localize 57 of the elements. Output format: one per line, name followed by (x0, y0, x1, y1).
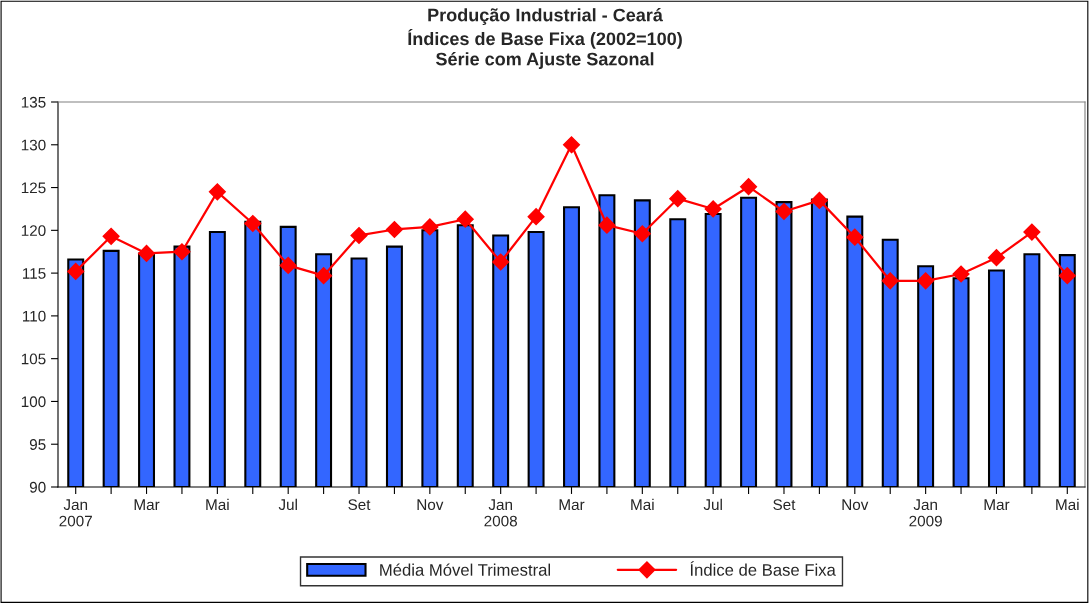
point (987, 249, 1006, 267)
x-tick-label: Mar (559, 499, 585, 511)
chart-title: Produção Industrial - Ceará Índices de Base Fixa (2002=100) Série com Ajuste Sazonal (408, 8, 682, 70)
x-tick-label: Mai (206, 498, 229, 511)
point (67, 262, 85, 280)
point (810, 191, 828, 209)
legend-label: Índice de Base Fixa (690, 561, 836, 576)
y-tick-label: 100 (21, 396, 46, 408)
point (385, 220, 403, 239)
point (633, 225, 651, 243)
x-tick-label: Mar (134, 499, 160, 511)
point (669, 190, 687, 208)
point (350, 226, 368, 245)
point (704, 200, 722, 218)
point (775, 202, 793, 221)
y-tick-label: 95 (29, 439, 46, 450)
y-tick-label: 105 (21, 353, 46, 365)
y-tick-label: 135 (21, 96, 46, 108)
point (492, 253, 510, 271)
point (421, 218, 439, 236)
point (917, 272, 935, 290)
x-tick-label: Set (773, 499, 796, 511)
point (562, 136, 581, 154)
x-tick-label: Jul (703, 498, 722, 511)
point (208, 183, 226, 201)
point (102, 227, 120, 245)
y-tick-label: 120 (21, 225, 46, 237)
y-tick-label: 125 (21, 182, 46, 194)
point (1058, 267, 1076, 285)
x-tick-label: Jan 2009 (909, 499, 942, 527)
point (456, 210, 474, 228)
point (1023, 223, 1041, 241)
point (315, 267, 333, 285)
point (173, 243, 191, 261)
point (244, 214, 262, 233)
x-tick-label: Jan 2008 (484, 499, 517, 527)
point (846, 228, 864, 246)
x-tick-label: Nov (417, 499, 444, 511)
y-tick-label: 90 (29, 481, 46, 493)
point (137, 244, 156, 262)
y-tick-label: 130 (21, 139, 46, 151)
x-tick-label: Jan 2007 (59, 499, 92, 527)
point (527, 208, 545, 226)
point (740, 178, 758, 196)
point (598, 216, 616, 234)
x-tick-label: Mai (631, 498, 654, 511)
y-tick-label: 115 (23, 268, 46, 279)
x-tick-label: Mar (984, 499, 1010, 511)
legend-label: Média Móvel Trimestral (380, 563, 551, 576)
x-tick-label: Mai (1056, 498, 1079, 511)
x-tick-label: Set (348, 499, 371, 511)
point (279, 256, 297, 274)
x-tick-label: Jul (278, 498, 297, 511)
point (952, 265, 970, 283)
point (881, 272, 899, 290)
x-tick-label: Nov (842, 499, 869, 511)
y-tick-label: 110 (23, 310, 46, 322)
